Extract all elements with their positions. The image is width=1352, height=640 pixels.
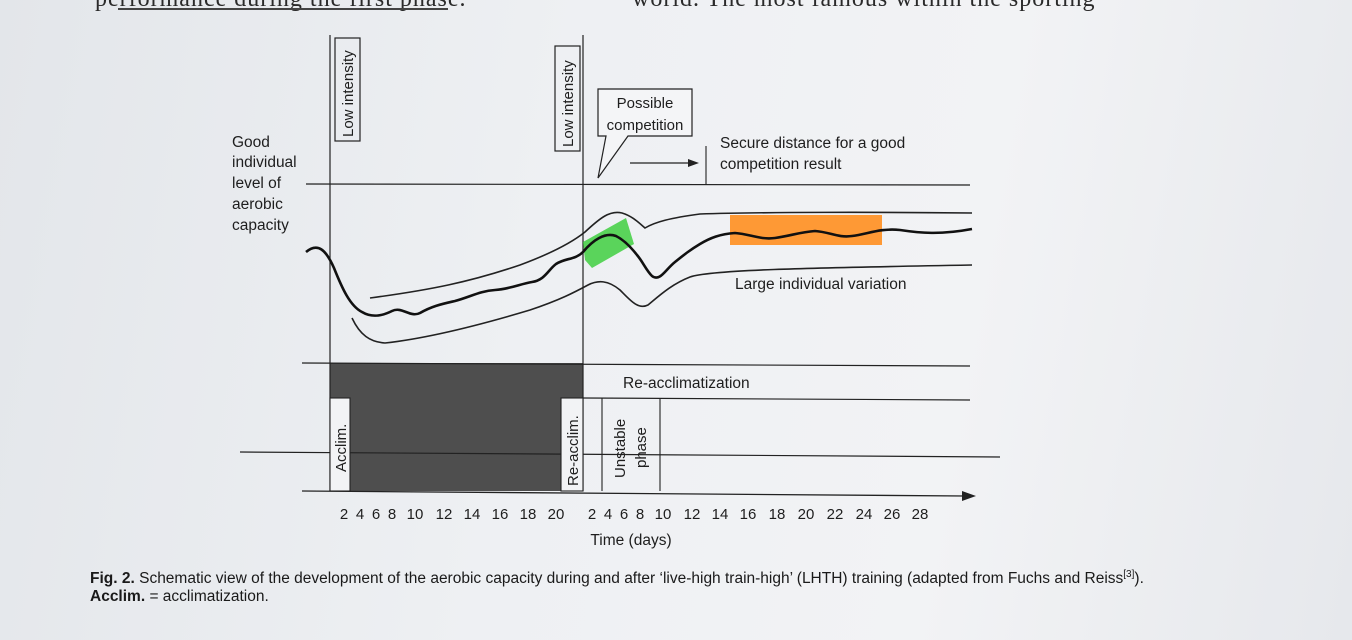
reacclim-label: Re-acclim. [565,415,582,486]
acclim-box [329,397,351,492]
figure-caption: Fig. 2. Schematic view of the developmen… [90,566,1190,606]
lower-envelope-curve [351,264,973,344]
orange-highlight [730,215,882,245]
divider-line-2 [582,397,971,401]
secure-arrow-head [688,159,699,167]
x-axis-label: Time (days) [590,532,671,549]
x-tick-label: 24 [856,506,873,523]
low-intensity-label-1: Low intensity [340,50,357,137]
x-tick-label: 4 [356,506,364,523]
page-top-right-text: world. The most famous within the sporti… [632,0,1096,13]
acclimatization-shaded-block [330,363,583,491]
divider-line-1 [301,362,971,367]
caption-fig-label: Fig. 2. [90,570,135,588]
x-tick-label: 18 [520,506,537,523]
x-tick-label: 6 [620,506,628,523]
x-tick-label: 2 [340,506,348,523]
secure-distance-line-2: competition result [720,156,842,173]
possible-competition-callout [597,88,693,179]
y-label-line-5: capacity [232,217,289,234]
x-tick-label: 14 [712,506,729,523]
y-label-line-2: individual [232,154,297,171]
caption-text-2: ). [1134,570,1144,588]
x-tick-label: 28 [912,506,929,523]
possible-competition-line-1: Possible [617,95,674,112]
x-tick-label: 12 [436,506,453,523]
x-tick-label: 10 [655,506,672,523]
large-variation-label: Large individual variation [735,276,906,293]
low-intensity-label-2: Low intensity [560,60,577,147]
divider-line-3 [239,451,1001,458]
unstable-label-line-1: Unstable [612,419,629,478]
time-axis-arrow [962,491,976,501]
acclim-label: Acclim. [333,424,350,472]
x-tick-label: 16 [740,506,757,523]
x-tick-label: 12 [684,506,701,523]
upper-envelope-curve [369,211,973,299]
time-axis [301,490,966,497]
caption-text-1: Schematic view of the development of the… [134,570,1124,588]
x-tick-label: 16 [492,506,509,523]
x-tick-label: 20 [798,506,815,523]
x-tick-label: 2 [588,506,596,523]
caption-acclim-bold: Acclim. [90,588,146,606]
x-tick-label: 6 [372,506,380,523]
possible-competition-line-2: competition [607,117,684,134]
x-tick-label: 18 [769,506,786,523]
good-level-line [305,183,971,186]
reacclimatization-label: Re-acclimatization [623,375,750,392]
x-tick-label: 14 [464,506,481,523]
x-tick-label: 22 [827,506,844,523]
reacclim-box [560,397,584,492]
low-intensity-box-2 [554,45,581,152]
x-tick-label: 8 [636,506,644,523]
y-label-line-1: Good [232,134,270,151]
secure-distance-line-1: Secure distance for a good [720,135,905,152]
underline-mark [118,8,448,10]
x-tick-label: 4 [604,506,612,523]
x-tick-label: 10 [407,506,424,523]
x-tick-label: 26 [884,506,901,523]
x-tick-label: 8 [388,506,396,523]
green-highlight [583,218,634,268]
x-tick-label: 20 [548,506,565,523]
y-label-line-3: level of [232,175,282,192]
low-intensity-box-1 [334,37,361,142]
caption-text-3: = acclimatization. [145,588,269,606]
caption-ref: [3] [1123,569,1135,580]
mean-aerobic-capacity-curve [305,227,973,317]
unstable-label-line-2: phase [633,427,650,468]
y-label-line-4: aerobic [232,196,283,213]
